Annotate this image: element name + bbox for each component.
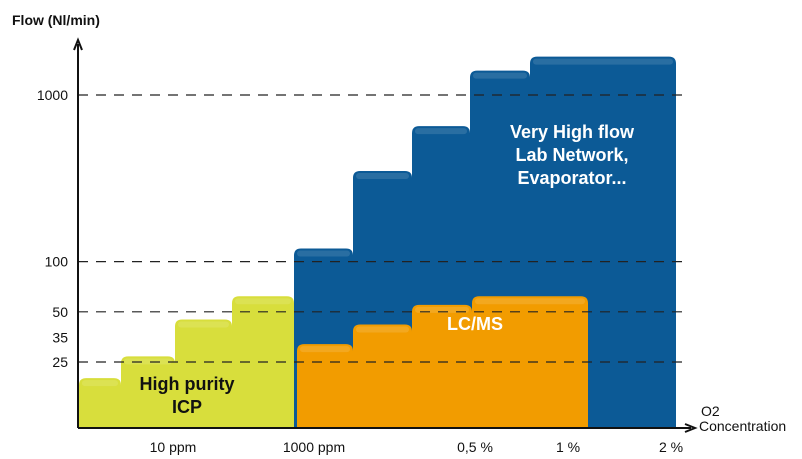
region-label-very-high-flow-lab-network-evaporator-1: Lab Network, xyxy=(515,145,628,165)
step-very-high-flow-lab-network-evaporator-0 xyxy=(297,250,350,257)
chart-gridlines xyxy=(78,94,686,363)
step-very-high-flow-lab-network-evaporator-3 xyxy=(473,72,527,79)
x-tick-1000-ppm: 1000 ppm xyxy=(283,439,345,455)
y-axis-arrow-icon xyxy=(73,37,83,51)
y-tick-35: 35 xyxy=(52,330,68,346)
y-tick-25: 25 xyxy=(52,354,68,370)
region-label-high-purity-icp-1: ICP xyxy=(172,397,202,417)
y-tick-1000: 1000 xyxy=(37,87,68,103)
step-lc-ms-1 xyxy=(356,326,409,333)
region-label-lc-ms-0: LC/MS xyxy=(447,314,503,334)
step-very-high-flow-lab-network-evaporator-4 xyxy=(533,58,673,65)
y-axis-title: Flow (Nl/min) xyxy=(12,12,100,28)
step-high-purity-icp-0 xyxy=(82,380,118,387)
x-tick-10-ppm: 10 ppm xyxy=(150,439,197,455)
step-very-high-flow-lab-network-evaporator-2 xyxy=(415,128,467,135)
region-label-high-purity-icp-0: High purity xyxy=(140,374,235,394)
region-label-very-high-flow-lab-network-evaporator-0: Very High flow xyxy=(510,122,635,142)
x-tick-1-: 1 % xyxy=(556,439,580,455)
step-very-high-flow-lab-network-evaporator-1 xyxy=(356,172,409,179)
x-axis-title: Concentration xyxy=(699,418,786,434)
x-tick-0-5-: 0,5 % xyxy=(457,439,493,455)
chart-labels: 1000 100 50 35 25 10 ppm 1000 ppm 0,5 % 1 % 2 % Fl… xyxy=(12,12,786,455)
x-axis-title-o2: O2 xyxy=(701,403,720,419)
region-label-very-high-flow-lab-network-evaporator-2: Evaporator... xyxy=(517,168,626,188)
step-high-purity-icp-1 xyxy=(124,358,172,365)
step-lc-ms-0 xyxy=(300,346,350,353)
x-tick-2-: 2 % xyxy=(659,439,683,455)
step-lc-ms-3 xyxy=(475,298,585,305)
chart-regions xyxy=(79,56,676,428)
x-axis-arrow-icon xyxy=(684,423,698,433)
step-high-purity-icp-3 xyxy=(235,298,291,305)
chart-axes xyxy=(73,37,698,433)
y-tick-100: 100 xyxy=(45,254,69,270)
step-high-purity-icp-2 xyxy=(178,321,229,328)
y-tick-50: 50 xyxy=(52,304,68,320)
